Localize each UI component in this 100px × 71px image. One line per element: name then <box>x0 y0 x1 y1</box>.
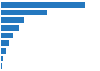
Bar <box>1 10 47 15</box>
Bar <box>1 17 24 23</box>
Bar <box>1 2 85 8</box>
Bar <box>1 63 2 69</box>
Bar <box>1 48 6 54</box>
Bar <box>1 56 3 61</box>
Bar <box>1 33 13 38</box>
Bar <box>1 40 9 46</box>
Bar <box>1 25 19 31</box>
